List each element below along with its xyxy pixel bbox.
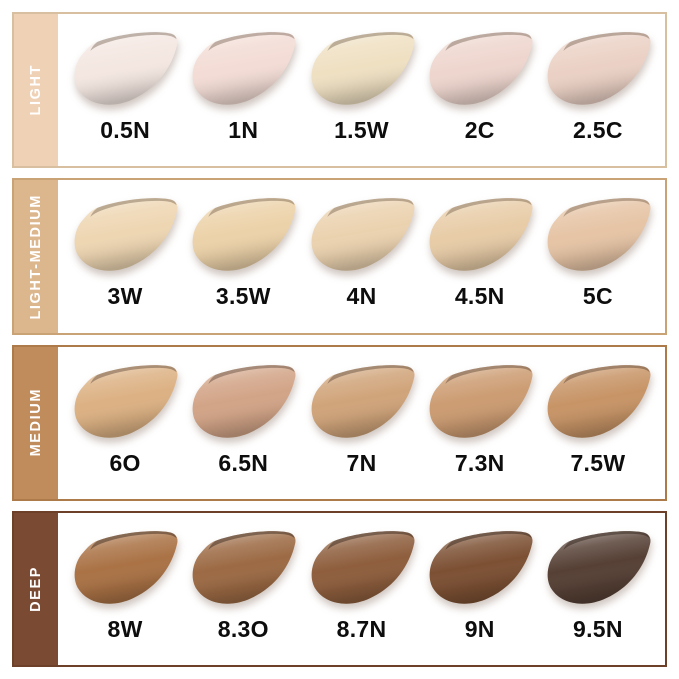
row-category-label: DEEP: [28, 565, 44, 612]
shade-cell: 0.5N: [66, 14, 184, 166]
shade-label: 9N: [464, 615, 495, 642]
shade-cell: 9.5N: [539, 513, 657, 665]
shade-cell: 5C: [539, 180, 657, 332]
shade-cell: 6O: [66, 347, 184, 499]
shade-cell: 7N: [302, 347, 420, 499]
shade-label: 6.5N: [218, 449, 269, 476]
row-category-label: LIGHT: [28, 64, 44, 116]
shade-row-deep: DEEP 8W 8.3O 8.7N 9N 9.5N: [12, 510, 667, 667]
shade-cell: 9N: [421, 513, 539, 665]
swatch-smear: [311, 364, 414, 438]
shade-label: 1N: [228, 117, 259, 143]
shade-row-medium: MEDIUM 6O 6.5N 7N 7.3N 7.5W: [12, 344, 667, 501]
row-band-deep: DEEP: [14, 512, 58, 665]
shade-cell: 3.5W: [184, 180, 302, 332]
swatch-smear: [192, 198, 296, 272]
swatch-smear: [192, 364, 296, 438]
swatch-group-medium: 6O 6.5N 7N 7.3N 7.5W: [58, 347, 665, 499]
swatch-smear: [74, 32, 178, 105]
swatch-smear: [429, 364, 533, 438]
shade-row-light-medium: LIGHT-MEDIUM 3W 3.5W 4N 4.5N 5C: [12, 178, 667, 335]
shade-label: 2C: [464, 117, 495, 143]
shade-cell: 7.5W: [539, 347, 657, 499]
swatch-smear: [429, 530, 533, 604]
shade-cell: 3W: [66, 180, 184, 332]
shade-label: 7N: [346, 449, 377, 476]
swatch-smear: [311, 198, 414, 272]
swatch-smear: [547, 32, 651, 105]
shade-cell: 1N: [184, 14, 302, 166]
swatch-smear: [192, 530, 296, 604]
shade-label: 1.5W: [334, 117, 389, 143]
swatch-smear: [547, 198, 651, 272]
shade-cell: 8W: [66, 513, 184, 665]
shade-cell: 8.3O: [184, 513, 302, 665]
swatch-smear: [74, 530, 178, 604]
swatch-smear: [311, 32, 414, 105]
shade-label: 0.5N: [100, 117, 150, 143]
shade-label: 2.5C: [573, 117, 623, 143]
row-band-medium: MEDIUM: [14, 346, 58, 499]
shade-cell: 4.5N: [421, 180, 539, 332]
swatch-smear: [74, 198, 178, 272]
swatch-smear: [74, 364, 178, 438]
shade-cell: 7.3N: [421, 347, 539, 499]
row-category-label: MEDIUM: [28, 388, 44, 457]
shade-label: 3.5W: [215, 283, 271, 310]
shade-label: 8.3O: [217, 615, 269, 642]
shade-label: 8W: [107, 615, 143, 642]
shade-label: 5C: [582, 283, 613, 310]
shade-label: 8.7N: [336, 615, 387, 642]
row-category-label: LIGHT-MEDIUM: [28, 193, 44, 320]
shade-row-light: LIGHT 0.5N 1N 1.5W 2C 2.5C: [12, 12, 667, 169]
swatch-smear: [547, 364, 651, 438]
shade-label: 6O: [109, 449, 141, 476]
swatch-smear: [192, 32, 296, 105]
row-band-light: LIGHT: [14, 14, 58, 167]
shade-label: 9.5N: [573, 615, 623, 642]
swatch-smear: [429, 32, 533, 105]
shade-label: 3W: [107, 283, 143, 310]
shade-label: 4N: [346, 283, 377, 310]
shade-label: 4.5N: [454, 283, 505, 310]
swatch-group-deep: 8W 8.3O 8.7N 9N 9.5N: [58, 513, 665, 665]
shade-cell: 2.5C: [539, 14, 657, 166]
shade-cell: 2C: [421, 14, 539, 166]
shade-cell: 6.5N: [184, 347, 302, 499]
shade-cell: 4N: [302, 180, 420, 332]
swatch-smear: [311, 530, 414, 604]
row-band-light-medium: LIGHT-MEDIUM: [14, 180, 58, 333]
shade-label: 7.5W: [570, 449, 626, 476]
swatch-smear: [429, 198, 533, 272]
shade-cell: 1.5W: [302, 14, 420, 166]
shade-cell: 8.7N: [302, 513, 420, 665]
swatch-smear: [547, 530, 651, 604]
swatch-group-light-medium: 3W 3.5W 4N 4.5N 5C: [58, 180, 665, 332]
swatch-group-light: 0.5N 1N 1.5W 2C 2.5C: [58, 14, 665, 166]
shade-label: 7.3N: [454, 449, 505, 476]
